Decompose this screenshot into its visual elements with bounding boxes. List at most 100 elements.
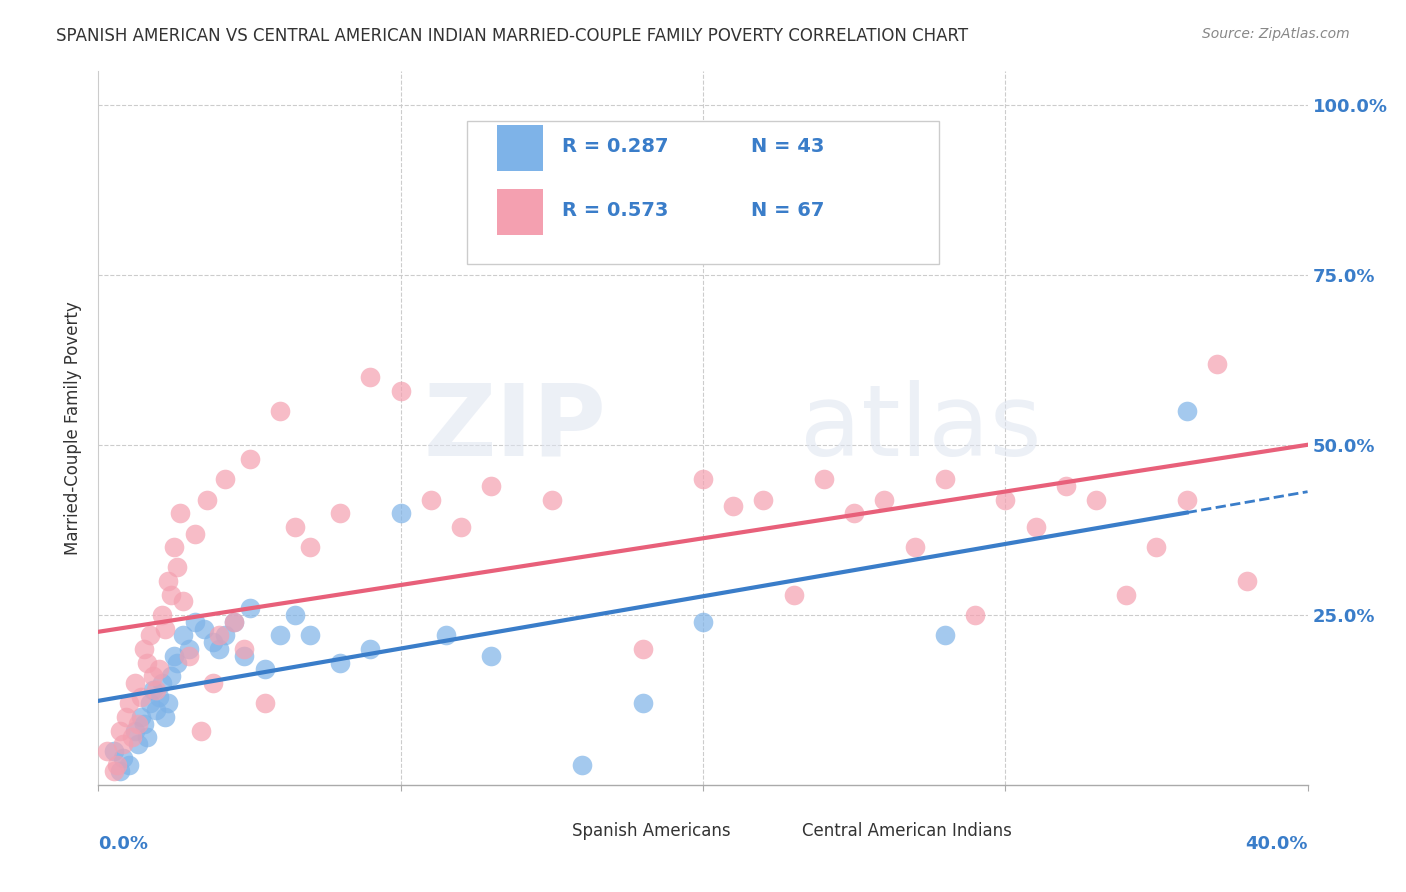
Point: [111, 751, 134, 765]
Point: [1054, 479, 1077, 493]
Point: [434, 628, 457, 642]
Point: [1236, 574, 1258, 588]
Point: [172, 594, 194, 608]
Point: [150, 608, 173, 623]
Point: [631, 642, 654, 657]
Point: [253, 697, 276, 711]
Point: [299, 540, 322, 554]
Point: [153, 710, 176, 724]
Point: [1206, 357, 1229, 371]
Text: atlas: atlas: [800, 380, 1042, 476]
Point: [156, 574, 179, 588]
Point: [214, 472, 236, 486]
Text: Source: ZipAtlas.com: Source: ZipAtlas.com: [1202, 27, 1350, 41]
Bar: [758, 815, 792, 846]
Point: [103, 764, 125, 779]
Point: [163, 540, 186, 554]
Point: [481, 648, 503, 663]
Point: [139, 697, 162, 711]
Point: [1024, 519, 1046, 533]
Point: [904, 540, 927, 554]
Point: [193, 622, 215, 636]
Point: [481, 479, 503, 493]
Point: [873, 492, 896, 507]
Point: [965, 608, 987, 623]
Point: [163, 648, 186, 663]
Point: [214, 628, 236, 642]
Point: [135, 731, 157, 745]
Point: [752, 492, 775, 507]
Point: [1175, 492, 1198, 507]
Point: [190, 723, 212, 738]
FancyBboxPatch shape: [467, 121, 939, 264]
Text: 0.0%: 0.0%: [98, 835, 149, 853]
Point: [145, 682, 167, 697]
Point: [239, 601, 262, 615]
Point: [224, 615, 246, 629]
Point: [139, 628, 162, 642]
Point: [124, 723, 146, 738]
Point: [450, 519, 472, 533]
Point: [160, 588, 183, 602]
Bar: [498, 125, 543, 171]
Point: [723, 500, 745, 514]
Point: [129, 690, 152, 704]
Point: [571, 194, 593, 208]
Point: [329, 656, 352, 670]
Point: [202, 676, 225, 690]
Point: [284, 519, 307, 533]
Point: [360, 370, 382, 384]
Point: [127, 737, 149, 751]
Point: [132, 642, 155, 657]
Point: [1175, 404, 1198, 418]
Point: [329, 506, 352, 520]
Point: [1144, 540, 1167, 554]
Point: [108, 764, 131, 779]
Point: [148, 662, 170, 676]
Point: [813, 472, 835, 486]
Point: [132, 716, 155, 731]
Point: [389, 506, 412, 520]
Point: [127, 716, 149, 731]
Point: [124, 676, 146, 690]
Point: [284, 608, 307, 623]
Point: [202, 635, 225, 649]
Point: [253, 662, 276, 676]
Point: [195, 492, 218, 507]
Y-axis label: Married-Couple Family Poverty: Married-Couple Family Poverty: [65, 301, 83, 555]
Point: [269, 404, 291, 418]
Text: ZIP: ZIP: [423, 380, 606, 476]
Point: [118, 757, 141, 772]
Point: [166, 656, 188, 670]
Point: [129, 710, 152, 724]
Point: [166, 560, 188, 574]
Point: [179, 648, 201, 663]
Point: [145, 703, 167, 717]
Point: [299, 628, 322, 642]
Point: [389, 384, 412, 398]
Text: N = 67: N = 67: [751, 201, 825, 220]
Point: [121, 731, 143, 745]
Text: Central American Indians: Central American Indians: [803, 822, 1012, 840]
Point: [1115, 588, 1137, 602]
Point: [142, 682, 165, 697]
Point: [169, 506, 191, 520]
Text: R = 0.573: R = 0.573: [561, 201, 668, 220]
Point: [571, 757, 593, 772]
Point: [934, 472, 956, 486]
Point: [184, 526, 207, 541]
Point: [692, 615, 714, 629]
Point: [208, 628, 231, 642]
Point: [631, 697, 654, 711]
Point: [108, 723, 131, 738]
Point: [269, 628, 291, 642]
Point: [360, 642, 382, 657]
Point: [111, 737, 134, 751]
Point: [994, 492, 1017, 507]
Point: [783, 588, 806, 602]
Point: [114, 710, 136, 724]
Point: [239, 451, 262, 466]
Point: [150, 676, 173, 690]
Point: [844, 506, 866, 520]
Point: [156, 697, 179, 711]
